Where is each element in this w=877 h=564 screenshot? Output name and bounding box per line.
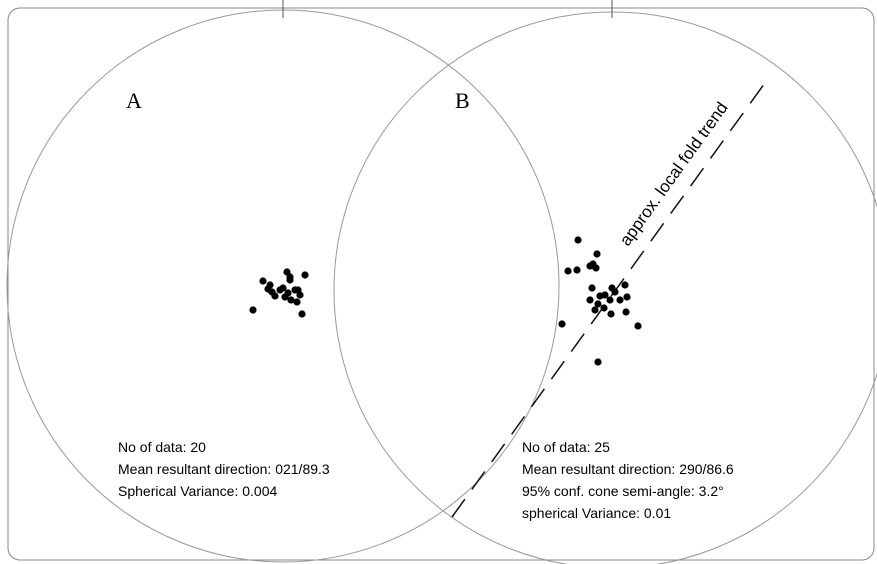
point xyxy=(600,304,608,312)
stat-text: Spherical Variance: 0.004 xyxy=(118,483,277,499)
point xyxy=(564,267,572,275)
point xyxy=(558,320,566,328)
panel-label: A xyxy=(126,88,142,113)
stat-text: spherical Variance: 0.01 xyxy=(522,505,671,521)
fold-trend-line xyxy=(451,79,768,518)
point xyxy=(249,306,257,314)
point xyxy=(594,300,602,308)
stat-text: 95% conf. cone semi-angle: 3.2° xyxy=(522,483,724,499)
point xyxy=(294,286,302,294)
points-a xyxy=(249,268,309,318)
point xyxy=(606,296,614,304)
point xyxy=(264,285,272,293)
point xyxy=(622,308,630,316)
point xyxy=(259,277,267,285)
point xyxy=(607,310,615,318)
point xyxy=(573,266,581,274)
point xyxy=(286,273,294,281)
point xyxy=(594,358,602,366)
point xyxy=(596,292,604,300)
point xyxy=(616,296,624,304)
point xyxy=(574,236,582,244)
stat-text: Mean resultant direction: 021/89.3 xyxy=(118,461,330,477)
stat-text: Mean resultant direction: 290/86.6 xyxy=(522,461,734,477)
stat-text: No of data: 20 xyxy=(118,439,206,455)
point xyxy=(271,292,279,300)
point xyxy=(593,250,601,258)
point xyxy=(591,306,599,314)
point xyxy=(611,288,619,296)
points-b xyxy=(558,236,642,366)
point xyxy=(284,289,292,297)
point xyxy=(298,310,306,318)
point xyxy=(301,271,309,279)
point xyxy=(634,322,642,330)
point xyxy=(589,260,597,268)
point xyxy=(279,284,287,292)
point xyxy=(287,296,295,304)
point xyxy=(623,293,631,301)
frame xyxy=(7,7,875,561)
stat-text: No of data: 25 xyxy=(522,439,610,455)
point xyxy=(293,298,301,306)
point xyxy=(621,281,629,289)
point xyxy=(586,296,594,304)
panel-label: B xyxy=(455,88,470,113)
point xyxy=(588,284,596,292)
